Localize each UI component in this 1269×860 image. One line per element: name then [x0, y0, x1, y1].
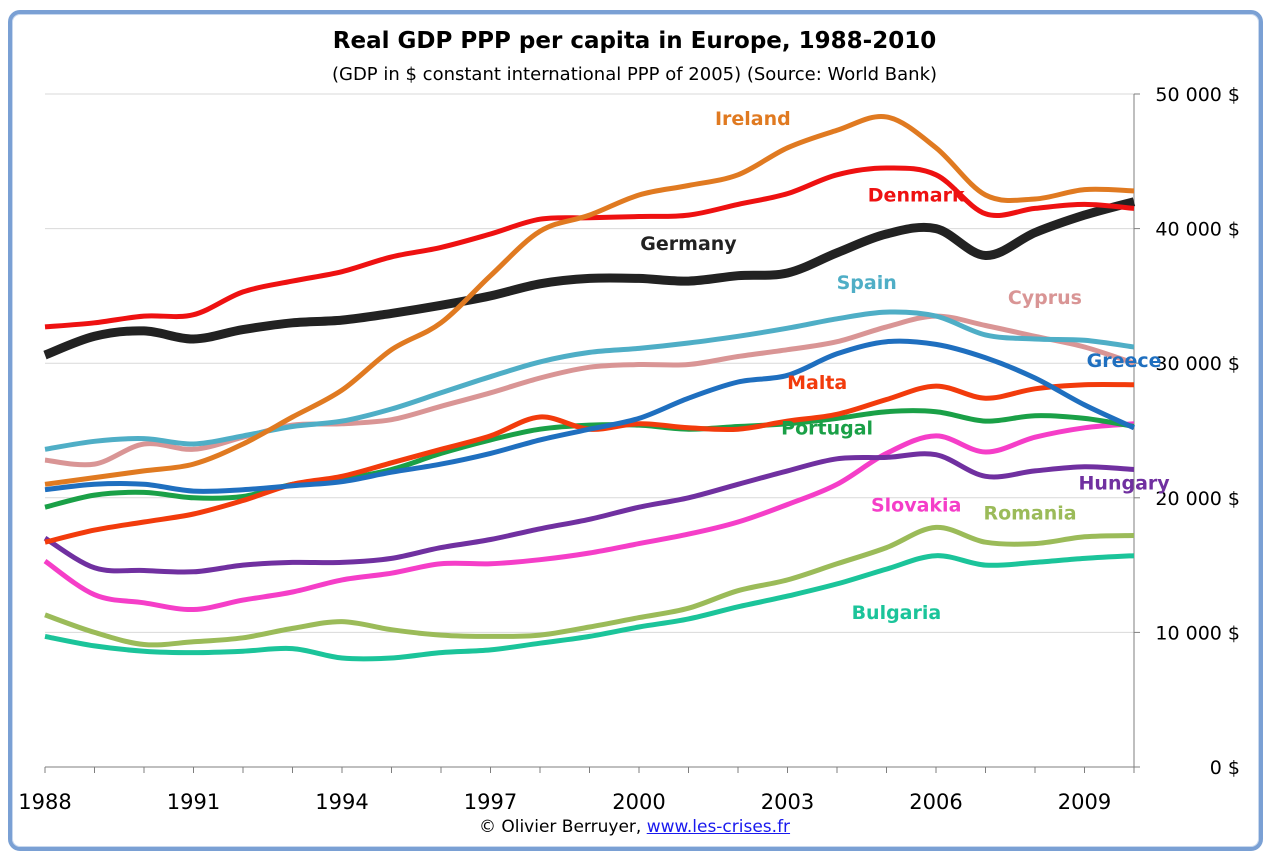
series-line-slovakia — [43, 421, 1135, 613]
y-tick-label: 0 $ — [1210, 757, 1240, 779]
series-label-romania: Romania — [983, 502, 1076, 524]
series-line-bulgaria — [44, 553, 1135, 662]
series-labels: Ireland Denmark Germany Spain Cyprus Greece Ma… — [640, 108, 1170, 624]
series-label-germany: Germany — [640, 233, 737, 255]
series-label-hungary: Hungary — [1079, 473, 1171, 495]
series-line-hungary — [43, 451, 1135, 575]
x-tick-label: 1988 — [18, 790, 71, 814]
series-line-greece — [44, 338, 1136, 494]
series-label-denmark: Denmark — [868, 185, 965, 207]
series-label-cyprus: Cyprus — [1008, 287, 1082, 309]
y-tick-label: 50 000 $ — [1155, 84, 1240, 106]
series-line-romania — [44, 524, 1135, 648]
series-label-bulgaria: Bulgaria — [852, 602, 942, 624]
x-tick-label: 2000 — [612, 790, 665, 814]
y-tick-label: 20 000 $ — [1155, 488, 1240, 510]
y-tick-label: 40 000 $ — [1155, 219, 1240, 241]
x-tick-label: 1991 — [167, 790, 220, 814]
series-line-portugal — [44, 408, 1135, 510]
series-line-denmark — [44, 165, 1135, 330]
chart-title: Real GDP PPP per capita in Europe, 1988-… — [332, 28, 937, 54]
x-tick-label: 2003 — [761, 790, 814, 814]
credit-line: © Olivier Berruyer, www.les-crises.fr — [0, 817, 1269, 837]
credit-author: © Olivier Berruyer, — [478, 817, 647, 837]
y-tick-label: 30 000 $ — [1155, 353, 1240, 375]
x-tick-label: 1994 — [315, 790, 368, 814]
series-label-malta: Malta — [787, 372, 847, 394]
y-tick-label: 10 000 $ — [1155, 622, 1240, 644]
series-line-germany — [43, 197, 1136, 360]
series-line-ireland — [44, 113, 1135, 487]
series-label-spain: Spain — [837, 272, 897, 294]
credit-link[interactable]: www.les-crises.fr — [646, 817, 791, 837]
x-tick-label: 1997 — [464, 790, 517, 814]
x-tick-label: 2006 — [909, 790, 962, 814]
chart-subtitle: (GDP in $ constant international PPP of … — [331, 64, 938, 85]
series-label-slovakia: Slovakia — [871, 494, 961, 516]
series-label-portugal: Portugal — [781, 418, 873, 440]
series-lines — [43, 113, 1136, 662]
x-tick-label: 2009 — [1058, 790, 1111, 814]
series-label-ireland: Ireland — [715, 108, 791, 130]
series-line-spain — [44, 309, 1135, 452]
series-label-greece: Greece — [1087, 350, 1162, 372]
